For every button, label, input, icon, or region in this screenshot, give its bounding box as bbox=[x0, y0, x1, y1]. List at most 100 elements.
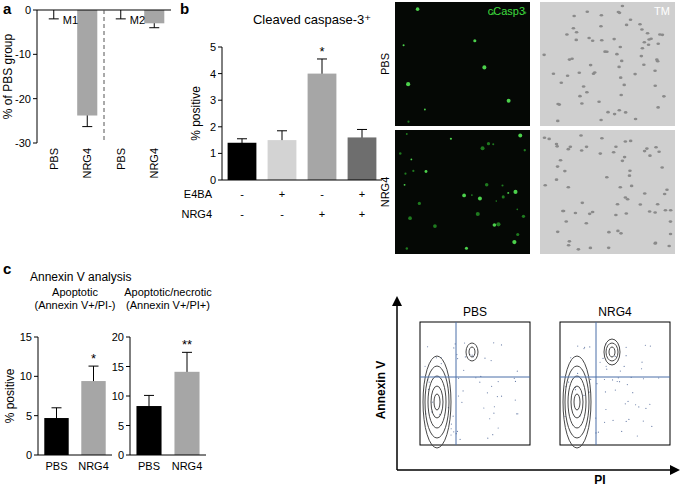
cell bbox=[638, 23, 642, 26]
event bbox=[491, 386, 492, 387]
cell bbox=[622, 84, 626, 87]
cell bbox=[543, 184, 547, 187]
event bbox=[626, 347, 627, 348]
cell bbox=[562, 210, 566, 213]
event bbox=[464, 342, 465, 343]
cell bbox=[482, 65, 486, 69]
cell bbox=[588, 213, 592, 216]
cell bbox=[653, 84, 657, 87]
condition-sign: - bbox=[240, 208, 244, 220]
x-axis bbox=[130, 455, 206, 456]
cell bbox=[450, 138, 452, 140]
cell bbox=[645, 147, 649, 150]
cell bbox=[585, 91, 589, 94]
cell bbox=[471, 194, 473, 196]
category-label: NRG4 bbox=[78, 460, 109, 472]
event bbox=[625, 403, 626, 404]
contour bbox=[431, 386, 443, 418]
cell bbox=[669, 220, 673, 223]
y-tick bbox=[34, 337, 38, 338]
cell bbox=[512, 240, 516, 244]
category-label: PBS bbox=[138, 460, 160, 472]
flow-axes: Annexin VPI bbox=[374, 296, 680, 487]
event bbox=[472, 355, 473, 356]
event bbox=[487, 438, 488, 439]
event bbox=[584, 347, 585, 348]
event bbox=[458, 395, 459, 396]
event bbox=[598, 432, 599, 433]
cell bbox=[567, 244, 571, 247]
event bbox=[589, 391, 590, 392]
bar bbox=[136, 406, 161, 455]
cell bbox=[620, 60, 624, 63]
event bbox=[487, 392, 488, 393]
cell bbox=[572, 27, 576, 30]
cell bbox=[656, 42, 660, 45]
cell bbox=[408, 216, 412, 220]
y-tick bbox=[33, 10, 37, 11]
panel-label: b bbox=[180, 0, 189, 17]
cell bbox=[628, 169, 632, 172]
cell bbox=[585, 222, 589, 225]
panel-label: a bbox=[3, 0, 12, 17]
cell bbox=[478, 197, 482, 201]
event bbox=[602, 358, 603, 359]
cell bbox=[619, 186, 623, 189]
gate-line bbox=[456, 322, 457, 445]
event bbox=[441, 363, 442, 364]
cell bbox=[542, 54, 546, 57]
cell bbox=[625, 212, 629, 215]
condition-sign: + bbox=[319, 208, 325, 220]
cell bbox=[642, 63, 646, 66]
row-label: PBS bbox=[379, 53, 391, 75]
cell bbox=[418, 202, 421, 205]
cell bbox=[619, 76, 623, 79]
event bbox=[436, 357, 437, 358]
y-tick-label: 4 bbox=[210, 68, 216, 80]
error-cap bbox=[149, 27, 159, 28]
event bbox=[658, 377, 659, 378]
y-axis-label: % positive bbox=[3, 368, 17, 423]
event bbox=[612, 420, 613, 421]
event bbox=[643, 378, 644, 379]
event bbox=[462, 390, 463, 391]
cell bbox=[621, 160, 625, 163]
y-tick-label: -20 bbox=[15, 93, 31, 105]
cell bbox=[587, 37, 591, 40]
y-axis-label: % positive bbox=[189, 86, 203, 141]
cell bbox=[570, 57, 574, 60]
event bbox=[424, 366, 425, 367]
cell bbox=[669, 233, 673, 236]
plot-frame bbox=[420, 322, 530, 445]
plot-frame bbox=[560, 322, 670, 445]
cell bbox=[664, 209, 668, 212]
cell bbox=[516, 233, 519, 236]
cell bbox=[643, 41, 647, 44]
event bbox=[463, 370, 464, 371]
cell bbox=[597, 100, 601, 103]
subtitle: (Annexin V+/PI-) bbox=[34, 299, 115, 311]
cell bbox=[425, 170, 428, 173]
micrograph: cCasp3 bbox=[395, 2, 530, 126]
cell bbox=[580, 102, 584, 105]
condition-sign: + bbox=[359, 208, 365, 220]
flow-plot: NRG4 bbox=[560, 305, 670, 448]
cell bbox=[647, 38, 651, 41]
error-cap bbox=[82, 126, 92, 127]
event bbox=[632, 392, 633, 393]
event bbox=[465, 356, 466, 357]
cell bbox=[617, 109, 621, 112]
cell bbox=[634, 118, 638, 121]
event bbox=[599, 362, 600, 363]
cell bbox=[667, 245, 671, 248]
event bbox=[606, 366, 607, 367]
event bbox=[619, 381, 620, 382]
y-tick-label: 2 bbox=[210, 121, 216, 133]
contour bbox=[606, 343, 618, 361]
divider bbox=[104, 10, 105, 143]
event bbox=[497, 396, 498, 397]
event bbox=[650, 345, 651, 346]
cell bbox=[585, 146, 589, 149]
event bbox=[451, 428, 452, 429]
axis-label: Annexin V bbox=[374, 361, 388, 420]
